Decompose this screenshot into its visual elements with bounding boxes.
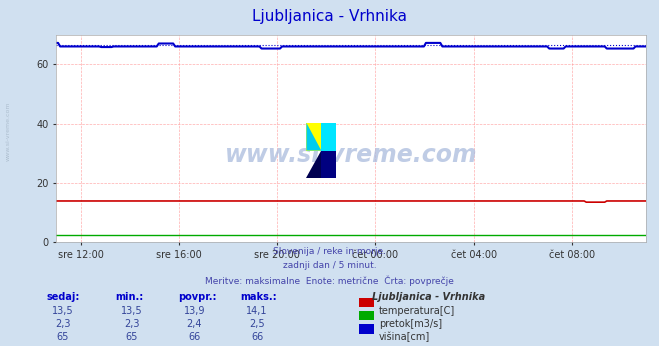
- Text: 2,4: 2,4: [186, 319, 202, 329]
- Text: Ljubljanica - Vrhnika: Ljubljanica - Vrhnika: [372, 292, 486, 302]
- Polygon shape: [306, 123, 322, 151]
- Text: Slovenija / reke in morje.: Slovenija / reke in morje.: [273, 247, 386, 256]
- Text: 2,3: 2,3: [55, 319, 71, 329]
- Text: 2,3: 2,3: [124, 319, 140, 329]
- Text: višina[cm]: višina[cm]: [379, 332, 430, 342]
- Text: pretok[m3/s]: pretok[m3/s]: [379, 319, 442, 329]
- Text: 66: 66: [188, 332, 200, 342]
- Text: maks.:: maks.:: [241, 292, 277, 302]
- Bar: [306, 123, 322, 151]
- Text: 13,9: 13,9: [184, 306, 205, 316]
- Text: 13,5: 13,5: [121, 306, 142, 316]
- Text: 65: 65: [126, 332, 138, 342]
- Text: sedaj:: sedaj:: [46, 292, 80, 302]
- Bar: [322, 151, 336, 178]
- Text: www.si-vreme.com: www.si-vreme.com: [5, 102, 11, 161]
- Text: temperatura[C]: temperatura[C]: [379, 306, 455, 316]
- Text: 66: 66: [251, 332, 263, 342]
- Text: 65: 65: [57, 332, 69, 342]
- Text: 14,1: 14,1: [246, 306, 268, 316]
- Bar: [322, 123, 336, 151]
- Text: 13,5: 13,5: [52, 306, 73, 316]
- Text: min.:: min.:: [115, 292, 144, 302]
- Text: Ljubljanica - Vrhnika: Ljubljanica - Vrhnika: [252, 9, 407, 24]
- Polygon shape: [306, 151, 322, 178]
- Text: zadnji dan / 5 minut.: zadnji dan / 5 minut.: [283, 261, 376, 270]
- Text: Meritve: maksimalne  Enote: metrične  Črta: povprečje: Meritve: maksimalne Enote: metrične Črta…: [205, 275, 454, 285]
- Text: povpr.:: povpr.:: [178, 292, 216, 302]
- Text: 2,5: 2,5: [249, 319, 265, 329]
- Text: www.si-vreme.com: www.si-vreme.com: [225, 143, 477, 167]
